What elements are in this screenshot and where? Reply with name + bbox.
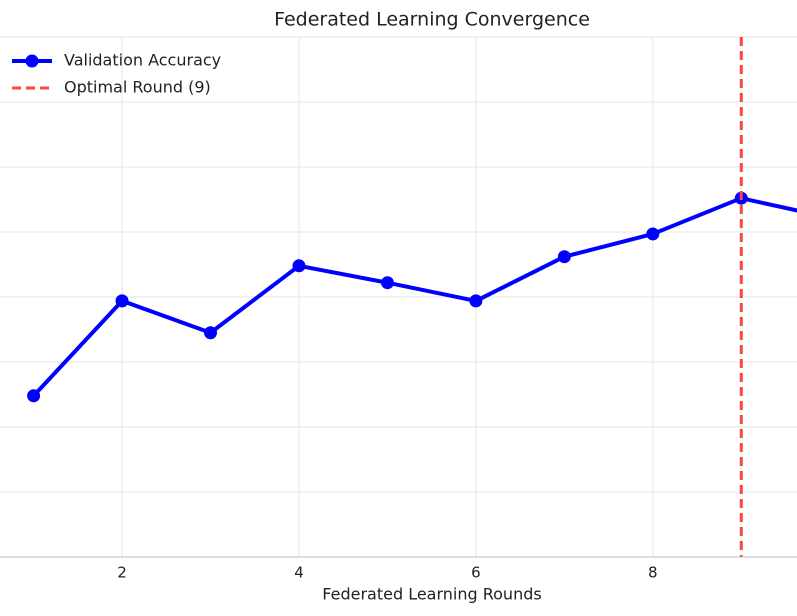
legend-label: Validation Accuracy <box>64 51 221 70</box>
chart-title: Federated Learning Convergence <box>274 9 590 31</box>
data-point <box>469 294 483 308</box>
x-tick-label: 4 <box>294 564 304 582</box>
legend-label: Optimal Round (9) <box>64 78 211 97</box>
legend: Validation Accuracy Optimal Round (9) <box>12 51 221 97</box>
grid <box>0 36 797 558</box>
plot-area <box>27 37 797 557</box>
x-axis-label: Federated Learning Rounds <box>322 585 541 604</box>
data-point <box>292 259 306 273</box>
x-tick-label: 6 <box>471 564 481 582</box>
x-tick-label: 8 <box>648 564 658 582</box>
data-point <box>646 227 660 241</box>
data-point <box>557 250 571 264</box>
data-point <box>115 294 129 308</box>
x-tick-label: 2 <box>117 564 127 582</box>
data-point <box>27 389 41 403</box>
data-point <box>204 326 218 340</box>
data-point <box>380 276 394 290</box>
data-line <box>32 196 797 398</box>
legend-marker <box>25 54 39 68</box>
